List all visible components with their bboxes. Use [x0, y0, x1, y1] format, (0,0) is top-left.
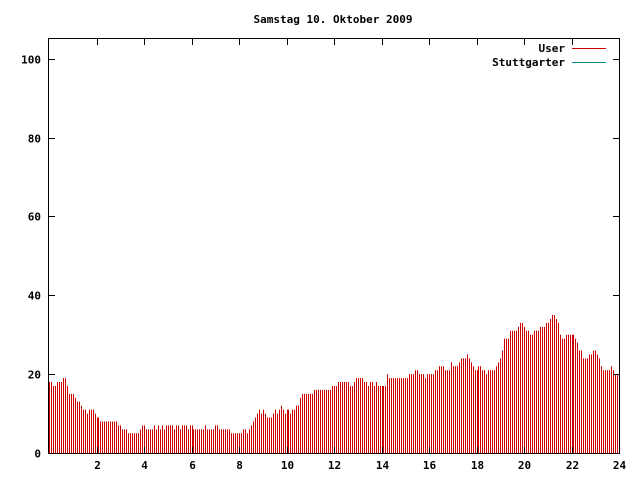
y-tick-label: 20 — [28, 369, 41, 382]
x-tick-label: 12 — [328, 459, 341, 472]
x-tick-label: 20 — [518, 459, 531, 472]
x-tick-label: 2 — [94, 459, 101, 472]
legend-label-stuttgarter: Stuttgarter — [492, 56, 565, 69]
x-tick-label: 16 — [423, 459, 437, 472]
x-tick-label: 8 — [236, 459, 243, 472]
bar-series-user — [49, 315, 618, 453]
y-axis: 0 20 40 60 80 100 — [21, 54, 619, 461]
x-tick-label: 24 — [613, 459, 627, 472]
legend: User Stuttgarter — [492, 42, 606, 69]
y-tick-label: 60 — [28, 211, 41, 224]
y-tick-label: 40 — [28, 290, 41, 303]
chart-title: Samstag 10. Oktober 2009 — [254, 13, 413, 26]
x-tick-label: 6 — [189, 459, 196, 472]
plot-frame — [48, 38, 620, 454]
legend-label-user: User — [539, 42, 566, 55]
y-tick-label: 100 — [21, 54, 41, 67]
x-tick-label: 18 — [471, 459, 484, 472]
x-tick-label: 14 — [376, 459, 390, 472]
x-tick-label: 4 — [141, 459, 148, 472]
x-axis: 2 4 6 8 10 12 14 16 18 20 22 24 — [94, 39, 626, 472]
y-tick-label: 0 — [34, 448, 41, 461]
x-tick-label: 22 — [566, 459, 579, 472]
x-tick-label: 10 — [281, 459, 294, 472]
y-tick-label: 80 — [28, 133, 41, 146]
